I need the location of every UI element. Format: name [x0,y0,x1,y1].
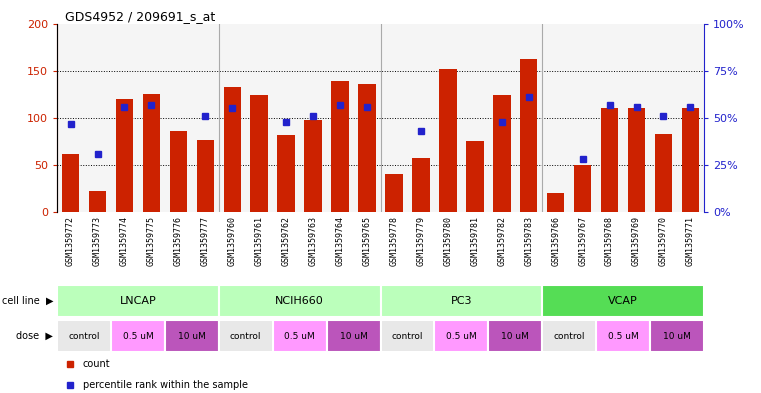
Bar [89,191,107,212]
Bar [654,134,672,212]
Text: 0.5 uM: 0.5 uM [285,332,315,340]
Bar [278,135,295,212]
Bar [219,285,380,316]
Bar [380,285,542,316]
Bar [272,320,326,352]
Text: 10 uM: 10 uM [339,332,368,340]
Bar [111,320,165,352]
Text: GSM1359764: GSM1359764 [336,216,345,266]
Text: NCIH660: NCIH660 [275,296,324,306]
Text: GSM1359776: GSM1359776 [174,216,183,266]
Text: GSM1359774: GSM1359774 [120,216,129,266]
Bar [435,320,489,352]
Text: count: count [83,358,110,369]
Text: PC3: PC3 [451,296,472,306]
Text: GSM1359760: GSM1359760 [228,216,237,266]
Text: control: control [553,332,585,340]
Text: GSM1359782: GSM1359782 [497,216,506,266]
Text: GSM1359768: GSM1359768 [605,216,614,266]
Bar [304,120,322,212]
Text: GSM1359766: GSM1359766 [551,216,560,266]
Bar [493,95,511,212]
Bar [326,320,380,352]
Bar [628,108,645,212]
Text: control: control [230,332,262,340]
Text: GSM1359780: GSM1359780 [444,216,452,266]
Text: GSM1359761: GSM1359761 [255,216,264,266]
Text: GSM1359772: GSM1359772 [66,216,75,266]
Text: control: control [68,332,100,340]
Text: GSM1359773: GSM1359773 [93,216,102,266]
Text: 10 uM: 10 uM [663,332,691,340]
Bar [331,81,349,212]
Text: GSM1359769: GSM1359769 [632,216,641,266]
Text: GSM1359783: GSM1359783 [524,216,533,266]
Text: GSM1359777: GSM1359777 [201,216,210,266]
Text: GSM1359771: GSM1359771 [686,216,695,266]
Text: GSM1359763: GSM1359763 [309,216,317,266]
Bar [358,84,376,212]
Bar [574,165,591,212]
Bar [62,154,79,212]
Bar [165,320,219,352]
Bar [380,320,435,352]
Text: GSM1359781: GSM1359781 [470,216,479,266]
Bar [224,87,241,212]
Text: GDS4952 / 209691_s_at: GDS4952 / 209691_s_at [65,10,215,23]
Bar [543,320,596,352]
Bar [520,59,537,212]
Text: LNCAP: LNCAP [119,296,156,306]
Bar [601,108,619,212]
Bar [547,193,565,212]
Bar [250,95,268,212]
Bar [57,285,219,316]
Bar [682,108,699,212]
Bar [466,141,483,212]
Text: control: control [392,332,423,340]
Text: GSM1359765: GSM1359765 [362,216,371,266]
Text: 0.5 uM: 0.5 uM [608,332,638,340]
Text: GSM1359767: GSM1359767 [578,216,587,266]
Bar [412,158,430,212]
Bar [596,320,650,352]
Text: 10 uM: 10 uM [501,332,529,340]
Text: GSM1359762: GSM1359762 [282,216,291,266]
Text: dose  ▶: dose ▶ [17,331,53,341]
Text: GSM1359775: GSM1359775 [147,216,156,266]
Text: GSM1359779: GSM1359779 [416,216,425,266]
Text: VCAP: VCAP [608,296,638,306]
Text: 10 uM: 10 uM [178,332,205,340]
Text: percentile rank within the sample: percentile rank within the sample [83,380,248,390]
Text: 0.5 uM: 0.5 uM [123,332,153,340]
Bar [543,285,704,316]
Bar [650,320,704,352]
Text: GSM1359778: GSM1359778 [390,216,399,266]
Bar [385,174,403,212]
Bar [116,99,133,212]
Bar [439,69,457,212]
Bar [489,320,542,352]
Text: GSM1359770: GSM1359770 [659,216,668,266]
Bar [142,94,160,212]
Bar [196,140,214,212]
Bar [170,131,187,212]
Bar [57,320,111,352]
Text: cell line  ▶: cell line ▶ [2,296,53,306]
Text: 0.5 uM: 0.5 uM [446,332,476,340]
Bar [219,320,272,352]
